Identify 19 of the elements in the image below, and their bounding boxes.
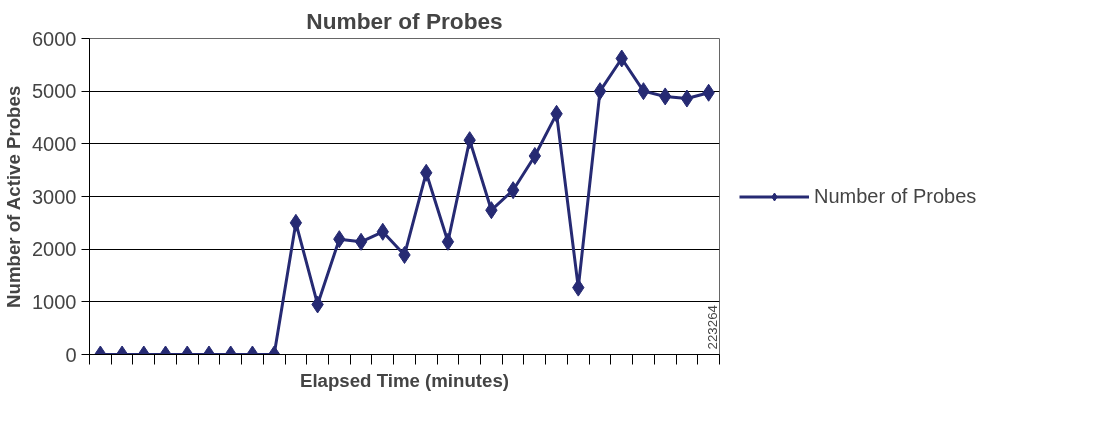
y-tick-label: 4000 [32, 132, 77, 155]
annotation: 223264 [704, 304, 720, 350]
point [680, 89, 694, 108]
legend-label: Number of Probes [814, 184, 977, 208]
point [441, 232, 455, 251]
y-tick-label: 0 [65, 343, 77, 366]
chart-title: Number of Probes [306, 7, 503, 34]
point [528, 146, 542, 165]
y-axis-title: Number of Active Probes [3, 85, 25, 308]
y-tick-label: 6000 [32, 27, 77, 50]
point [289, 213, 303, 232]
x-axis-title: Elapsed Time (minutes) [299, 369, 510, 391]
point [593, 82, 607, 101]
y-tick-label: 5000 [32, 80, 77, 103]
y-tick-label: 1000 [32, 290, 77, 313]
point [354, 232, 368, 251]
y-tick-label: 2000 [32, 238, 77, 261]
y-tick-label: 3000 [32, 185, 77, 208]
point [506, 181, 520, 200]
